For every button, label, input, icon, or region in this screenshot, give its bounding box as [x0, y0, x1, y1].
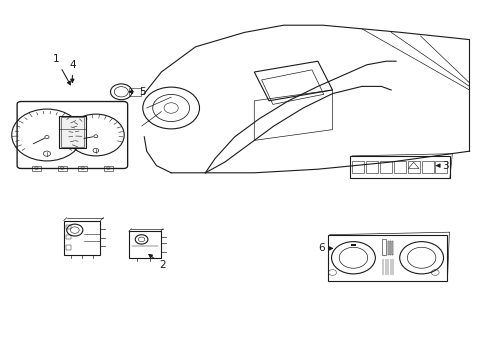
Bar: [351, 161, 363, 173]
Bar: [128, 88, 141, 96]
Bar: [350, 244, 355, 247]
Bar: [78, 166, 87, 171]
Bar: [128, 231, 160, 258]
Bar: [382, 239, 385, 256]
Bar: [32, 166, 41, 171]
Bar: [103, 166, 112, 171]
Text: 3: 3: [436, 161, 448, 171]
Bar: [421, 161, 433, 173]
Text: 2: 2: [148, 255, 165, 270]
Bar: [63, 220, 101, 255]
Text: 5: 5: [129, 87, 146, 97]
Bar: [365, 161, 377, 173]
Bar: [58, 166, 66, 171]
Bar: [393, 161, 405, 173]
Text: 4: 4: [69, 60, 76, 82]
Bar: [349, 156, 449, 178]
Bar: [59, 116, 85, 148]
Bar: [327, 235, 447, 281]
Bar: [61, 117, 84, 147]
Bar: [435, 161, 447, 173]
Bar: [389, 241, 390, 255]
Bar: [387, 241, 388, 255]
Text: 6: 6: [318, 243, 332, 253]
Text: 1: 1: [53, 54, 70, 85]
Bar: [407, 161, 419, 173]
Bar: [65, 225, 71, 229]
Bar: [379, 161, 391, 173]
Bar: [65, 245, 71, 249]
Bar: [65, 235, 71, 239]
